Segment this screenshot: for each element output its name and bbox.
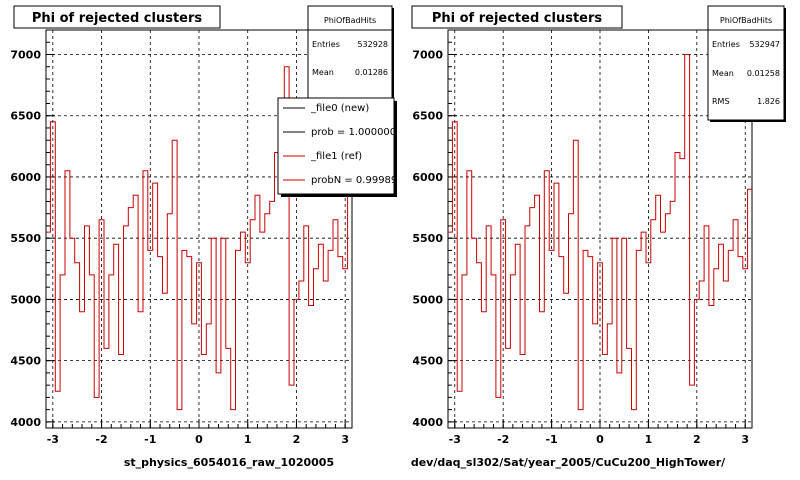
- x-tick-label: -3: [47, 433, 59, 446]
- legend-entry-label: _file1 (ref): [310, 151, 362, 162]
- stats-box: [707, 5, 785, 121]
- y-tick-label: 5000: [412, 293, 443, 306]
- stats-row-value: 532928: [357, 40, 388, 49]
- x-tick-label: -1: [545, 433, 557, 446]
- y-tick-label: 7000: [10, 48, 41, 61]
- x-tick-label: 1: [244, 433, 252, 446]
- x-tick-label: 1: [645, 433, 653, 446]
- y-tick-label: 6500: [412, 110, 443, 123]
- legend-entry-label: probN = 0.99989: [311, 175, 397, 186]
- chart-panel-1: -3 -2 -1 0 1 2 3 4000 4500 5000 5500 6000 6500 7000 Ph…: [10, 5, 397, 469]
- y-tick-label: 6000: [10, 171, 41, 184]
- stats-row-value: 532947: [749, 40, 780, 49]
- stats-row-value: 1.826: [757, 97, 780, 106]
- y-tick-label: 7000: [412, 48, 443, 61]
- x-tick-label: 3: [341, 433, 349, 446]
- stats-row-label: Mean: [712, 69, 734, 78]
- chart-title: Phi of rejected clusters: [32, 11, 203, 26]
- stats-row-value: 0.01286: [355, 68, 388, 77]
- x-tick-label: -2: [95, 433, 107, 446]
- stats-row-label: Mean: [312, 68, 334, 77]
- x-tick-label: -1: [144, 433, 156, 446]
- stats-box-name: PhiOfBadHits: [720, 16, 772, 25]
- series-line-1: [46, 66, 352, 411]
- y-tick-label: 4500: [412, 355, 443, 368]
- chart-title-box: [13, 5, 221, 29]
- x-tick-label: 3: [741, 433, 749, 446]
- legend-box: [277, 97, 395, 195]
- stats-row-label: Entries: [712, 40, 740, 49]
- chart-panel-2: -3 -2 -1 0 1 2 3 4000 4500 5000 5500 6000 6500 7000 Ph…: [411, 5, 786, 469]
- x-tick-label: -3: [449, 433, 461, 446]
- y-tick-label: 5500: [10, 232, 41, 245]
- stats-row-value: 0.01258: [747, 69, 780, 78]
- stats-row-label: Entries: [312, 40, 340, 49]
- chart-title-box: [411, 5, 623, 29]
- chart-title: Phi of rejected clusters: [432, 11, 603, 26]
- y-tick-label: 5000: [10, 293, 41, 306]
- stats-row-label: RMS: [712, 97, 730, 106]
- x-tick-label: 2: [693, 433, 701, 446]
- x-tick-label: 0: [195, 433, 203, 446]
- x-tick-label: 2: [293, 433, 301, 446]
- y-tick-label: 4000: [10, 416, 41, 429]
- stats-box: [307, 5, 393, 105]
- y-tick-label: 4000: [412, 416, 443, 429]
- stats-box-name: PhiOfBadHits: [324, 16, 376, 25]
- x-tick-label: -2: [497, 433, 509, 446]
- y-tick-label: 5500: [412, 232, 443, 245]
- legend-entry-label: prob = 1.000000: [311, 127, 396, 138]
- x-axis-title: dev/daq_sl302/Sat/year_2005/CuCu200_High…: [411, 456, 726, 469]
- legend-entry-label: _file0 (new): [310, 103, 369, 114]
- y-tick-label: 6500: [10, 110, 41, 123]
- y-tick-label: 4500: [10, 355, 41, 368]
- x-axis-title: st_physics_6054016_raw_1020005: [124, 456, 334, 469]
- series-line-1: [448, 54, 752, 411]
- y-tick-label: 6000: [412, 171, 443, 184]
- x-tick-label: 0: [596, 433, 604, 446]
